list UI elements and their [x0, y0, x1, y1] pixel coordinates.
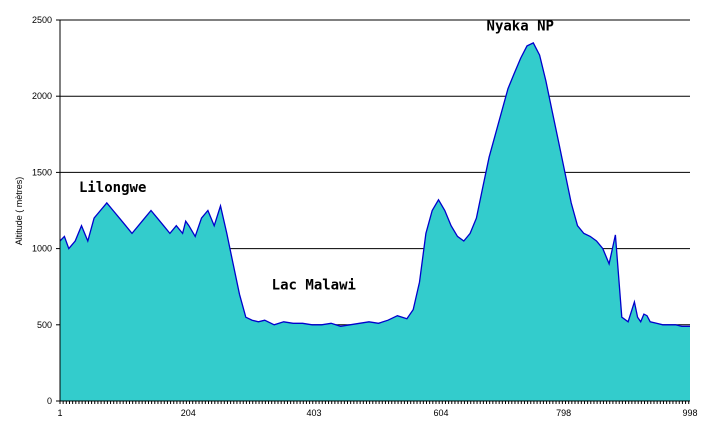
altitude-outline	[59, 42, 690, 327]
place-label: Nyaka NP	[487, 19, 554, 35]
x-tick-label: 204	[181, 408, 196, 418]
x-tick-label: 798	[556, 408, 571, 418]
altitude-area	[60, 42, 690, 402]
y-tick-label: 1000	[32, 244, 52, 254]
axes	[59, 20, 690, 402]
place-label: Lac Malawi	[272, 278, 356, 294]
place-label: Lilongwe	[79, 180, 146, 196]
y-tick-label: 500	[37, 320, 52, 330]
y-tick-labels: 0 500 1000 1500 2000 2500	[32, 15, 60, 406]
y-tick-label: 2500	[32, 15, 52, 25]
x-tick-label: 998	[682, 408, 697, 418]
x-tick-label: 604	[434, 408, 449, 418]
place-annotations: Lilongwe Lac Malawi Nyaka NP	[79, 19, 554, 294]
x-tick-label: 403	[307, 408, 322, 418]
x-tick-labels: 1 204 403 604 798 998	[57, 401, 698, 418]
y-tick-label: 1500	[32, 167, 52, 177]
y-tick-label: 2000	[32, 91, 52, 101]
y-tick-label: 0	[47, 396, 52, 406]
x-tick-label: 1	[57, 408, 62, 418]
y-axis-title: Altitude ( mètres)	[14, 177, 24, 246]
